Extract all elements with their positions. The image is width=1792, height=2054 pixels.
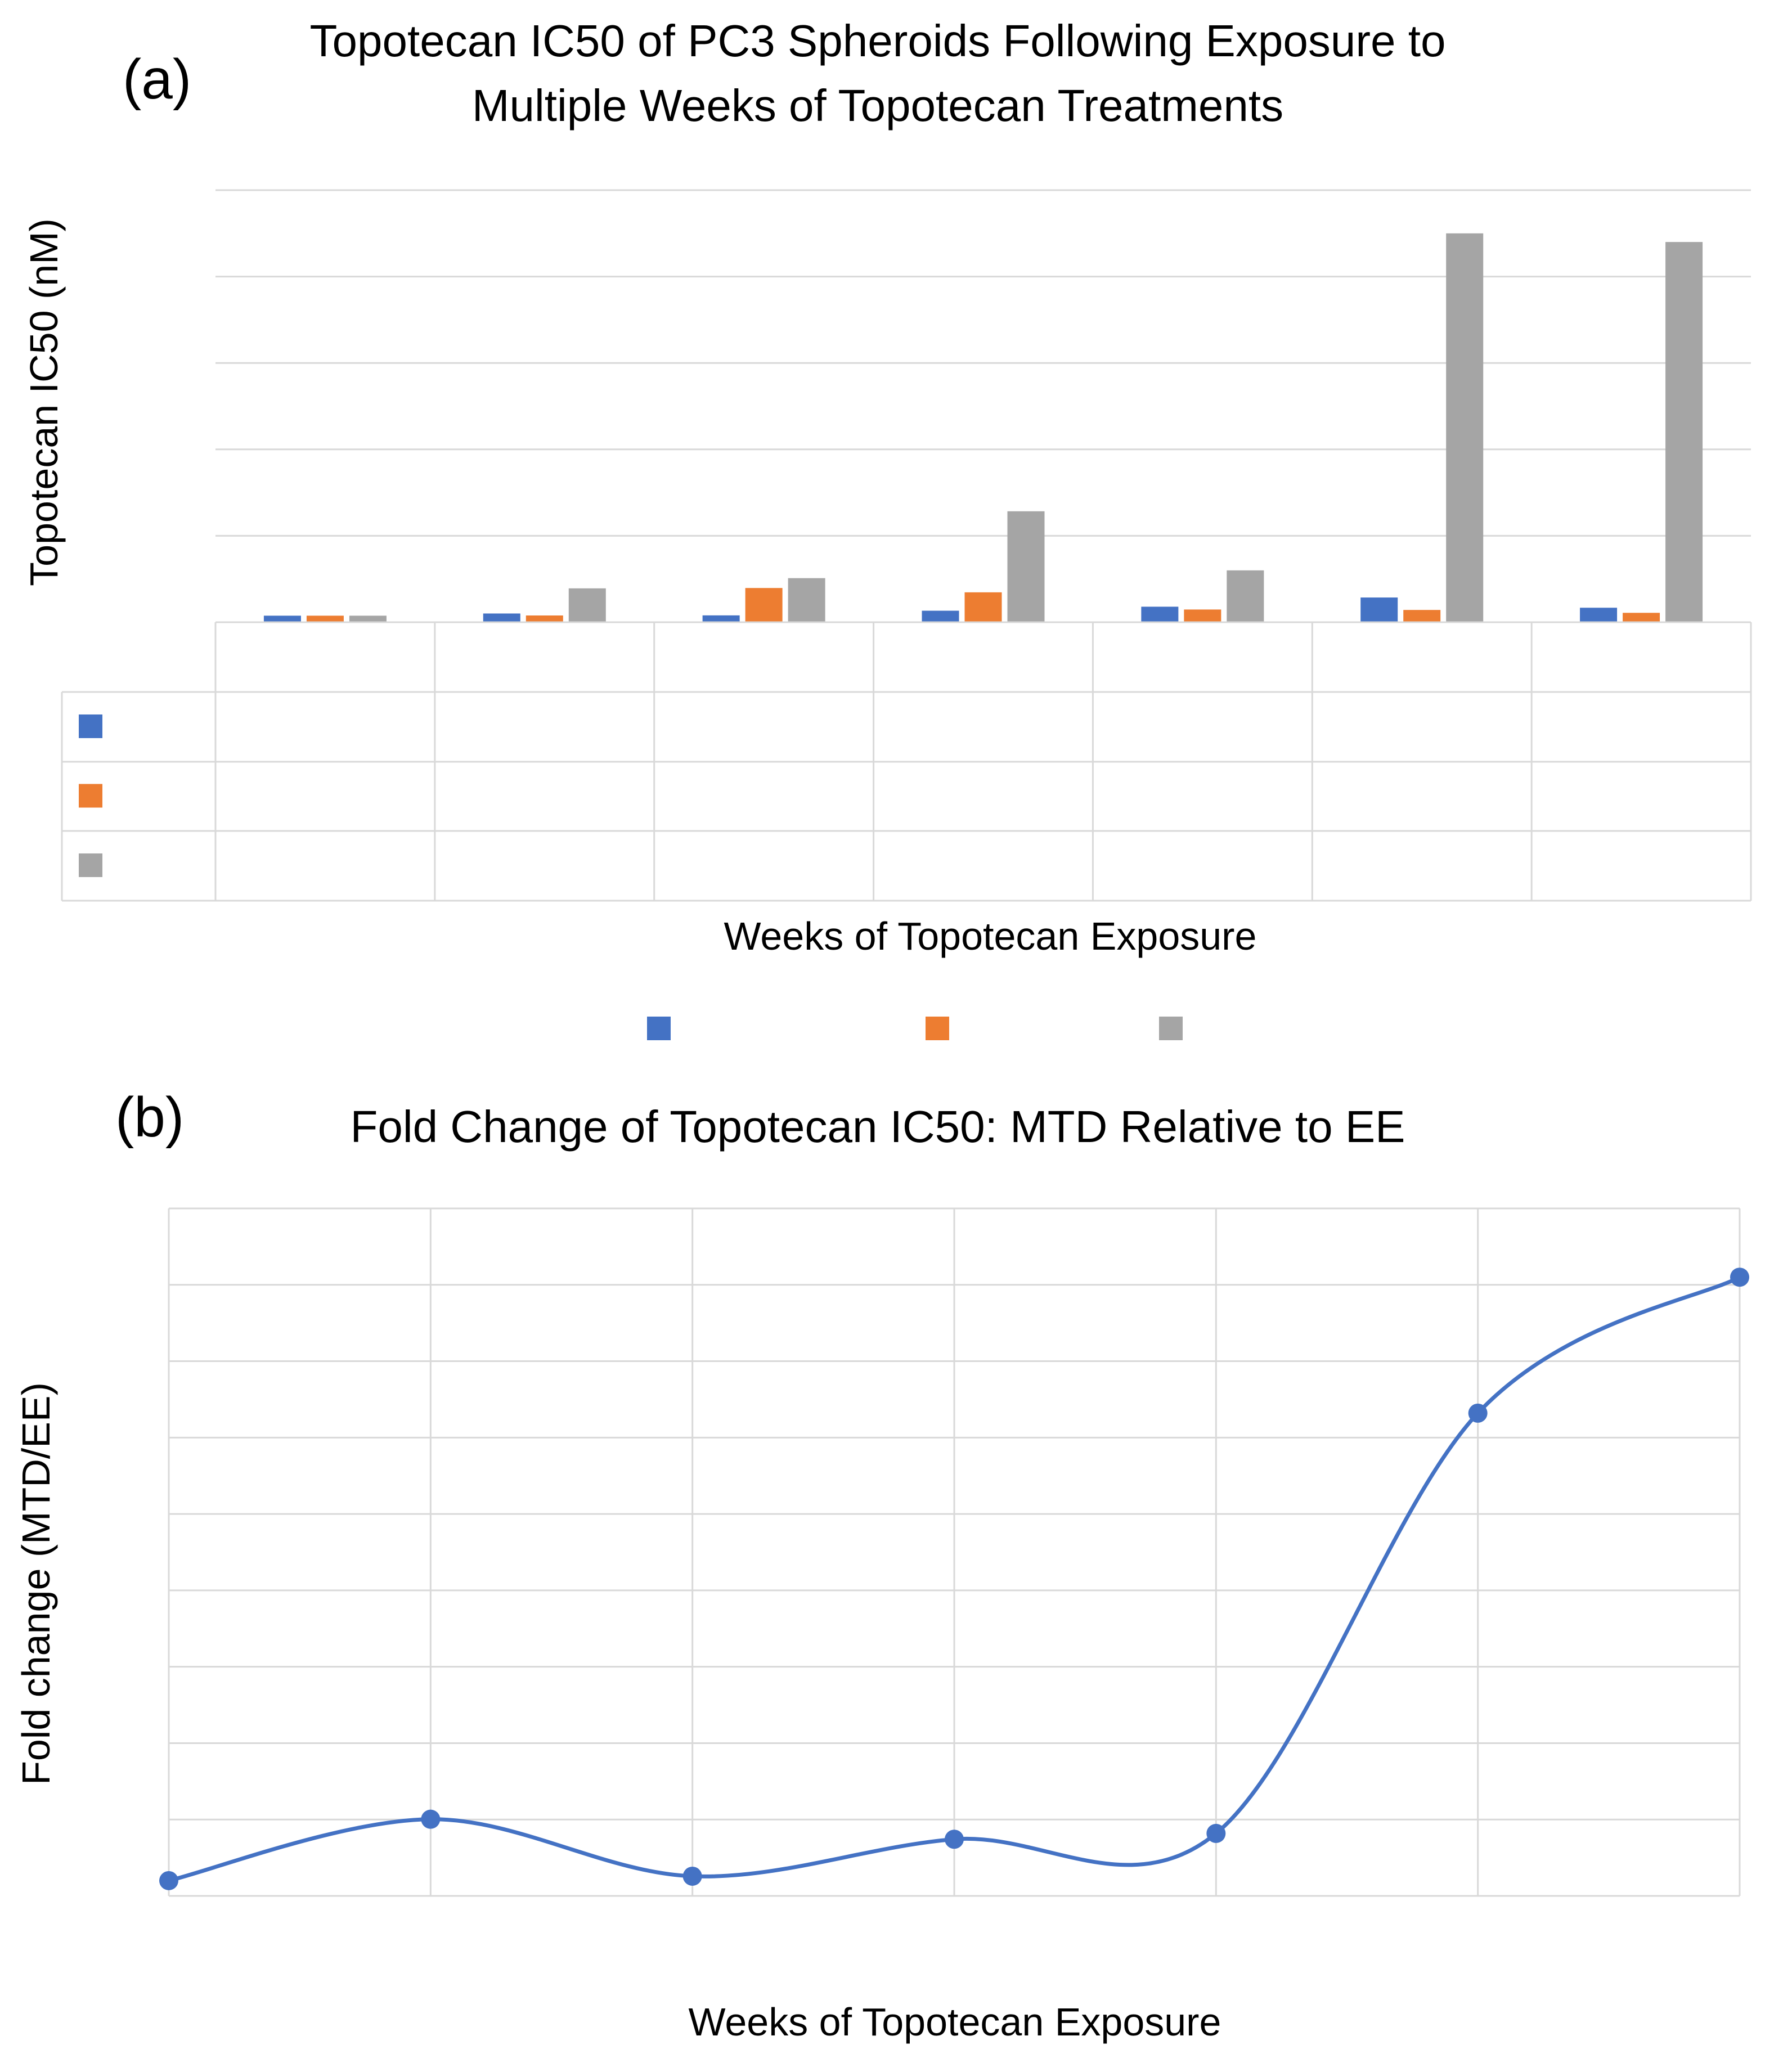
bar-ctrl bbox=[1580, 608, 1618, 622]
data-point bbox=[682, 1866, 702, 1886]
data-point bbox=[945, 1830, 964, 1849]
data-point bbox=[159, 1871, 178, 1890]
bar-ee bbox=[1184, 609, 1221, 622]
bar-ctrl bbox=[702, 615, 740, 622]
panel-b-x-axis-title: Weeks of Topotecan Exposure bbox=[689, 2000, 1221, 2044]
panel-a-x-axis-title: Weeks of Topotecan Exposure bbox=[724, 914, 1257, 958]
bar-ee bbox=[526, 615, 563, 622]
bar-mtd bbox=[568, 588, 606, 622]
panel-a: (a) Topotecan IC50 of PC3 Spheroids Foll… bbox=[22, 16, 1752, 1040]
data-point bbox=[1468, 1403, 1488, 1423]
bar-mtd bbox=[788, 578, 825, 622]
bar-mtd bbox=[349, 615, 387, 622]
bar-ctrl bbox=[922, 610, 959, 622]
bar-mtd bbox=[1446, 233, 1484, 622]
table-legend-key-ctrl bbox=[79, 714, 102, 738]
panel-a-bars bbox=[263, 233, 1703, 622]
panel-a-title-line2: Multiple Weeks of Topotecan Treatments bbox=[472, 80, 1283, 131]
bar-mtd bbox=[1665, 242, 1703, 622]
panel-a-label: (a) bbox=[123, 48, 191, 111]
legend-key-ctrl bbox=[647, 1017, 671, 1040]
panel-b-label: (b) bbox=[115, 1086, 184, 1149]
panel-b-y-axis-title: Fold change (MTD/EE) bbox=[14, 1382, 58, 1785]
bar-ctrl bbox=[1360, 597, 1398, 622]
bar-ctrl bbox=[483, 613, 520, 622]
panel-a-title-line1: Topotecan IC50 of PC3 Spheroids Followin… bbox=[310, 16, 1446, 66]
bar-ee bbox=[1403, 610, 1441, 622]
bar-ctrl bbox=[263, 615, 301, 622]
panel-a-y-axis-title: Topotecan IC50 (nM) bbox=[22, 218, 66, 586]
table-legend-key-ee bbox=[79, 784, 102, 808]
legend-key-mtd bbox=[1159, 1017, 1183, 1040]
data-point bbox=[421, 1809, 441, 1829]
bar-ee bbox=[306, 615, 344, 622]
bar-ee bbox=[745, 588, 783, 622]
panel-a-gridlines bbox=[215, 189, 1751, 623]
panel-a-legend bbox=[647, 1017, 1183, 1040]
panel-b-title: Fold Change of Topotecan IC50: MTD Relat… bbox=[350, 1102, 1405, 1152]
bar-ee bbox=[1623, 613, 1660, 622]
panel-a-data-table bbox=[61, 621, 1752, 902]
data-point bbox=[1730, 1268, 1749, 1287]
bar-mtd bbox=[1007, 511, 1045, 622]
data-point bbox=[1206, 1823, 1226, 1843]
table-legend-key-mtd bbox=[79, 853, 102, 877]
panel-b: (b) Fold Change of Topotecan IC50: MTD R… bbox=[14, 1086, 1749, 2044]
bar-mtd bbox=[1227, 570, 1264, 622]
bar-ee bbox=[964, 592, 1002, 622]
panel-b-points bbox=[159, 1268, 1749, 1890]
panel-b-gridlines bbox=[168, 1207, 1741, 1897]
bar-ctrl bbox=[1141, 606, 1179, 622]
legend-key-ee bbox=[926, 1017, 949, 1040]
